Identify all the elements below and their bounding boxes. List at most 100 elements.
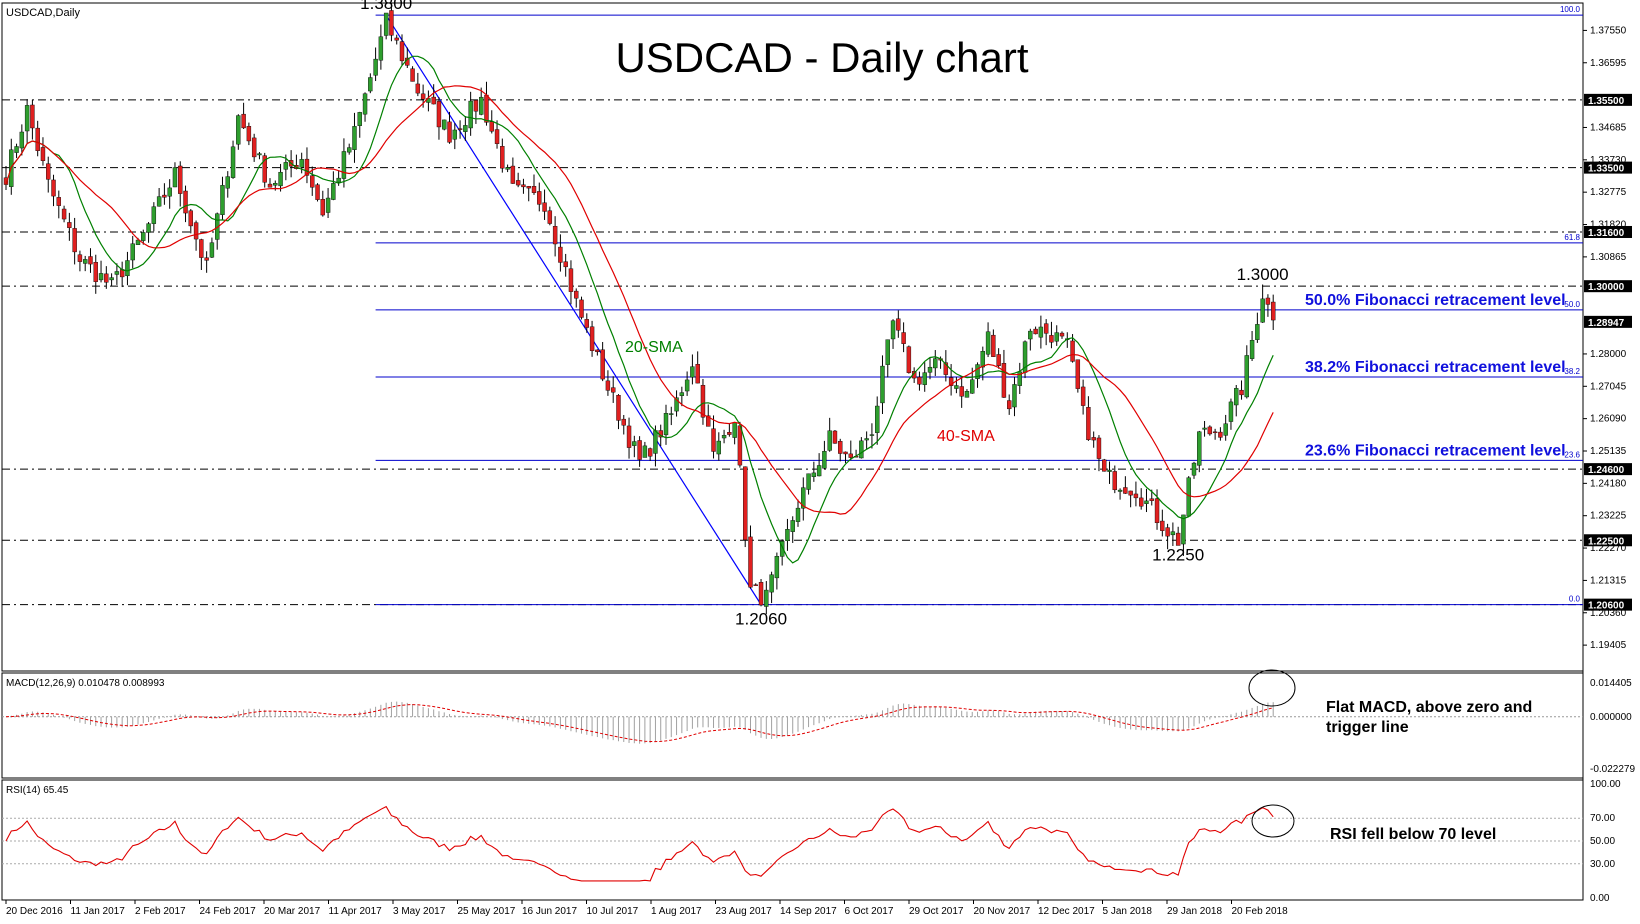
candle-down bbox=[183, 190, 188, 214]
candle-down bbox=[500, 146, 505, 169]
rsi-label: RSI(14) 65.45 bbox=[6, 785, 69, 796]
candle-down bbox=[595, 349, 600, 353]
candle-down bbox=[1001, 363, 1007, 398]
price-level-label: 1.28947 bbox=[1588, 318, 1625, 329]
price-level-box bbox=[1584, 315, 1632, 328]
candle-down bbox=[552, 226, 558, 245]
candle-down bbox=[563, 261, 568, 268]
candle-up bbox=[795, 507, 801, 522]
rsi-line bbox=[5, 805, 1274, 882]
date-tick-label: 24 Feb 2017 bbox=[200, 906, 257, 917]
candle-up bbox=[1054, 332, 1059, 342]
price-level-label: 1.22500 bbox=[1588, 536, 1625, 547]
candle-up bbox=[632, 441, 637, 446]
fib-tag-5: 0.0 bbox=[1569, 595, 1581, 604]
price-tick-label: 1.32775 bbox=[1590, 187, 1627, 198]
candle-up bbox=[964, 391, 970, 398]
candle-up bbox=[130, 243, 135, 261]
candle-up bbox=[172, 167, 178, 188]
candle-up bbox=[283, 162, 289, 170]
candle-down bbox=[748, 536, 753, 588]
candle-down bbox=[600, 349, 605, 380]
candle-up bbox=[875, 405, 880, 433]
candle-up bbox=[922, 372, 927, 385]
date-tick-label: 11 Apr 2017 bbox=[329, 906, 383, 917]
candle-down bbox=[838, 441, 843, 454]
price-tick-label: 1.31820 bbox=[1590, 220, 1627, 231]
candle-down bbox=[162, 194, 167, 198]
candle-up bbox=[82, 259, 88, 264]
candle-up bbox=[151, 206, 157, 224]
macd-label: MACD(12,26,9) 0.010478 0.008993 bbox=[6, 678, 165, 689]
candle-up bbox=[109, 277, 114, 281]
date-tick-label: 3 May 2017 bbox=[393, 906, 446, 917]
candle-up bbox=[331, 183, 336, 200]
candle-down bbox=[991, 334, 996, 357]
candle-up bbox=[114, 271, 120, 275]
candle-down bbox=[1049, 335, 1054, 343]
price-level-label: 1.24600 bbox=[1588, 465, 1625, 476]
date-tick-label: 11 Jan 2017 bbox=[71, 906, 126, 917]
fib-tag-1: 61.8 bbox=[1564, 233, 1580, 242]
price-panel-frame bbox=[1, 2, 1584, 672]
candle-up bbox=[14, 146, 19, 153]
candle-up bbox=[975, 364, 980, 380]
candle-down bbox=[188, 210, 194, 227]
candle-down bbox=[246, 126, 252, 142]
candle-up bbox=[209, 242, 215, 258]
price-tick-label: 1.26090 bbox=[1590, 414, 1627, 425]
date-tick-label: 6 Oct 2017 bbox=[845, 906, 894, 917]
candle-up bbox=[368, 77, 373, 92]
candle-down bbox=[51, 179, 56, 197]
candle-down bbox=[304, 158, 310, 176]
price-tick-label: 1.33730 bbox=[1590, 155, 1627, 166]
candle-down bbox=[1043, 323, 1049, 334]
date-tick-label: 10 Jul 2017 bbox=[587, 906, 639, 917]
sma20-line bbox=[5, 55, 1274, 564]
candle-up bbox=[1223, 423, 1228, 436]
candle-down bbox=[494, 129, 500, 144]
candle-up bbox=[479, 96, 484, 115]
candle-down bbox=[484, 94, 489, 123]
candle-down bbox=[310, 175, 315, 188]
candle-up bbox=[1244, 355, 1250, 398]
candle-up bbox=[273, 183, 278, 186]
price-level-box bbox=[1584, 93, 1632, 106]
candle-down bbox=[1112, 471, 1118, 491]
date-tick-label: 2 Feb 2017 bbox=[135, 906, 186, 917]
macd-tick-label: -0.022279 bbox=[1590, 764, 1635, 775]
date-tick-label: 29 Oct 2017 bbox=[909, 906, 964, 917]
price-tick-label: 1.20360 bbox=[1590, 608, 1627, 619]
candle-up bbox=[779, 540, 785, 557]
candle-down bbox=[267, 183, 273, 188]
candle-down bbox=[320, 199, 325, 216]
candle-up bbox=[1107, 469, 1112, 472]
candle-up bbox=[1170, 531, 1176, 536]
candle-down bbox=[447, 121, 452, 143]
date-tick-label: 12 Dec 2017 bbox=[1038, 906, 1095, 917]
candle-up bbox=[684, 379, 690, 392]
candle-up bbox=[1191, 462, 1197, 476]
price-level-label: 1.31600 bbox=[1588, 228, 1625, 239]
chart-title: USDCAD - Daily chart bbox=[615, 34, 1028, 81]
candle-down bbox=[647, 448, 653, 457]
price-level-box bbox=[1584, 161, 1632, 174]
candle-down bbox=[626, 425, 632, 448]
candle-down bbox=[621, 418, 626, 426]
candle-down bbox=[584, 319, 589, 328]
swing-label-1: 1.2060 bbox=[735, 610, 787, 629]
candle-up bbox=[1202, 427, 1207, 430]
candle-up bbox=[167, 187, 172, 197]
candle-up bbox=[806, 473, 811, 490]
sma20-label: 20-SMA bbox=[625, 339, 683, 356]
candle-up bbox=[220, 185, 225, 215]
macd-tick-label: 0.000000 bbox=[1590, 712, 1632, 723]
fib-swing-line bbox=[385, 14, 762, 605]
candle-up bbox=[811, 472, 817, 477]
candle-up bbox=[299, 159, 304, 168]
candle-down bbox=[93, 262, 98, 282]
candle-up bbox=[230, 146, 236, 178]
candle-up bbox=[790, 520, 795, 532]
candle-down bbox=[1160, 520, 1165, 531]
candle-up bbox=[347, 147, 352, 153]
